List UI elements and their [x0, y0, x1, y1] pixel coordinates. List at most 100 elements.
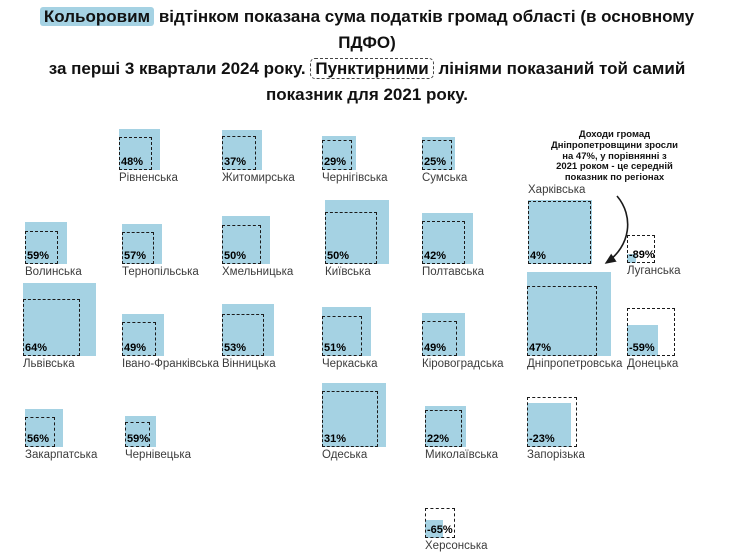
region-name-label: Рівненська	[119, 172, 178, 184]
title-line-2-pre: за перші 3 квартали 2024 року.	[48, 59, 311, 78]
region-2024-square	[627, 254, 636, 263]
region-2024-square	[422, 137, 455, 170]
region-2021-dashed-square	[25, 417, 55, 447]
region-growth-label: -89%	[629, 249, 655, 262]
region-growth-label: -59%	[629, 342, 655, 355]
region-2024-square	[425, 520, 443, 538]
region-2024-square	[325, 200, 389, 264]
region-growth-label: 49%	[424, 342, 447, 355]
region-2021-dashed-square	[122, 232, 154, 264]
filled-legend-highlight: Кольоровим	[39, 7, 155, 26]
region-2021-dashed-square	[119, 137, 152, 170]
region-growth-label: 50%	[224, 250, 247, 263]
region-name-label: Житомирська	[222, 172, 295, 184]
region-name-label: Чернівецька	[125, 449, 191, 461]
region-tile: 47% Дніпропетровська	[527, 272, 622, 370]
region-tile: 59% Чернівецька	[125, 416, 191, 461]
region-name-label: Кіровоградська	[422, 358, 504, 370]
region-tile: 57% Тернопільська	[122, 224, 199, 278]
region-name-label: Дніпропетровська	[527, 358, 623, 370]
region-2021-dashed-square	[422, 221, 465, 264]
region-2021-dashed-square	[322, 316, 362, 356]
region-tile: 50% Київська	[325, 200, 389, 278]
title-line-2-post: лініями показаний той самий	[433, 59, 686, 78]
region-2021-dashed-square	[527, 286, 597, 356]
region-2024-square	[119, 129, 160, 170]
region-2021-dashed-square	[325, 212, 377, 264]
region-2021-dashed-square	[422, 140, 452, 170]
region-name-label: Луганська	[627, 265, 681, 277]
region-2024-square	[25, 222, 67, 264]
dashed-legend-highlight: Пунктирними	[310, 58, 434, 79]
region-tile: 49% Івано-Франківська	[122, 314, 219, 370]
region-name-label: Волинська	[25, 266, 82, 278]
region-growth-label: 51%	[324, 342, 347, 355]
region-growth-label: 25%	[424, 156, 447, 169]
region-name-label: Харківська	[528, 183, 586, 196]
region-2021-dashed-square	[23, 299, 80, 356]
region-2021-dashed-square	[322, 391, 378, 447]
region-2024-square	[627, 325, 658, 356]
region-tile: 37% Житомирська	[222, 130, 295, 184]
region-2024-square	[322, 136, 356, 170]
region-name-label: Херсонська	[425, 540, 488, 552]
region-tile: 53% Вінницька	[222, 304, 276, 370]
region-2021-dashed-square	[527, 397, 577, 447]
region-2024-square	[322, 383, 386, 447]
region-growth-label: 22%	[427, 433, 450, 446]
region-2021-dashed-square	[627, 235, 655, 263]
region-2021-dashed-square	[222, 136, 256, 170]
region-tile: 25% Сумська	[422, 137, 467, 184]
region-tile: 29% Чернігівська	[322, 136, 388, 184]
region-growth-label: 37%	[224, 156, 247, 169]
region-name-label: Київська	[325, 266, 371, 278]
region-2024-square	[425, 406, 466, 447]
region-tile: 56% Закарпатська	[25, 409, 97, 461]
region-name-label: Черкаська	[322, 358, 378, 370]
region-name-label: Тернопільська	[122, 266, 199, 278]
region-growth-label: 42%	[424, 250, 447, 263]
region-tile: 42% Полтавська	[422, 213, 484, 278]
region-growth-label: 49%	[124, 342, 147, 355]
region-growth-label: 48%	[121, 156, 144, 169]
region-tile: -89% Луганська	[627, 235, 681, 277]
region-growth-label: 50%	[327, 250, 350, 263]
region-growth-label: 56%	[27, 433, 50, 446]
region-tile: 4% Харківська	[528, 184, 592, 264]
region-tile: 22% Миколаївська	[425, 406, 498, 461]
region-2021-dashed-square	[422, 321, 457, 356]
region-2021-dashed-square	[222, 314, 264, 356]
title-line-3-text: показник для 2021 року.	[266, 85, 468, 104]
region-tile: -65% Херсонська	[425, 508, 488, 552]
region-growth-label: 64%	[25, 342, 48, 355]
region-name-label: Полтавська	[422, 266, 485, 278]
region-growth-label: 59%	[127, 433, 150, 446]
region-name-label: Закарпатська	[25, 449, 98, 461]
region-name-label: Вінницька	[222, 358, 276, 370]
region-growth-label: -65%	[427, 524, 453, 537]
region-growth-label: 29%	[324, 156, 347, 169]
region-2021-dashed-square	[322, 140, 352, 170]
region-2024-square	[422, 313, 465, 356]
region-name-label: Хмельницька	[222, 266, 294, 278]
annotation-arrow-icon	[604, 195, 629, 264]
page-title: Кольоровим відтінком показана сума подат…	[17, 4, 717, 108]
region-tile: 31% Одеська	[322, 383, 386, 461]
region-2021-dashed-square	[627, 308, 675, 356]
annotation-text: Доходи громад Дніпропетровщини зросли на…	[551, 129, 678, 184]
region-growth-label: 4%	[530, 250, 546, 263]
region-tile: 64% Львівська	[23, 283, 96, 370]
region-2024-square	[125, 416, 156, 447]
region-2024-square	[527, 403, 571, 447]
region-tile: 50% Хмельницька	[222, 216, 293, 278]
region-growth-label: 53%	[224, 342, 247, 355]
region-2021-dashed-square	[122, 322, 156, 356]
region-2024-square	[222, 304, 274, 356]
region-2024-square	[528, 200, 592, 264]
region-2024-square	[25, 409, 63, 447]
region-growth-label: -23%	[529, 433, 555, 446]
region-2021-dashed-square	[425, 508, 455, 538]
region-tile: 51% Черкаська	[322, 307, 378, 370]
region-2021-dashed-square	[25, 231, 58, 264]
